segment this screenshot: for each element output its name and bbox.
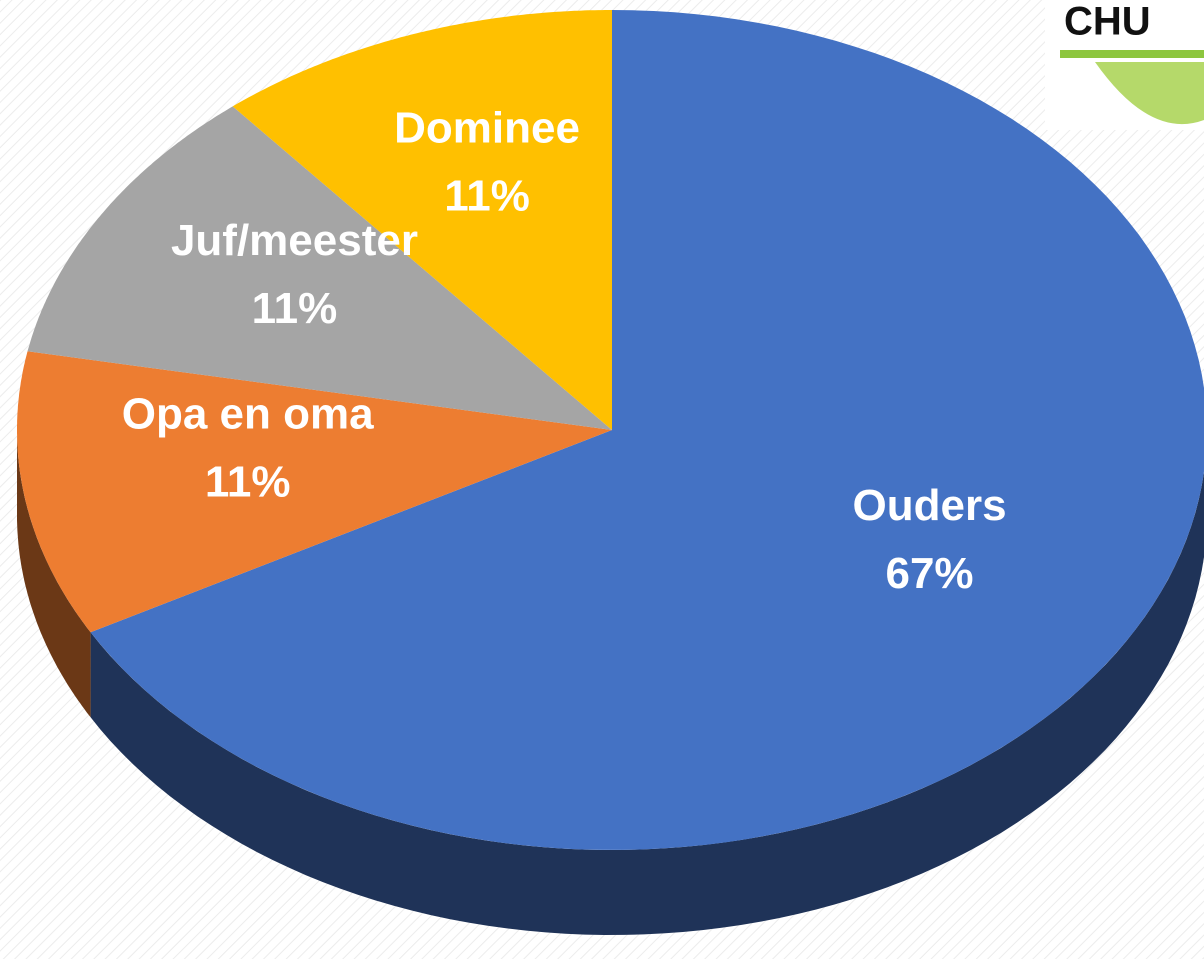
slice-value-label: 67% <box>885 549 973 598</box>
pie: Ouders 67% Opa en oma 11% Juf/meester 11% Domi… <box>17 10 1204 935</box>
slice-label: Juf/meester <box>171 216 418 265</box>
slice-side <box>90 472 1204 935</box>
slice <box>90 10 1204 850</box>
logo: CHU <box>1045 0 1204 130</box>
slice-side <box>17 430 91 718</box>
logo-bar <box>1060 50 1204 58</box>
slice <box>27 106 612 431</box>
slice-label: Ouders <box>853 481 1007 530</box>
slice-value-label: 11% <box>205 457 291 506</box>
slice <box>232 10 612 430</box>
slice-value-label: 11% <box>444 172 530 221</box>
slice-value-label: 11% <box>252 284 338 333</box>
logo-text: CHU <box>1064 0 1151 44</box>
slice-label: Dominee <box>394 104 580 153</box>
slice-label: Opa en oma <box>122 389 374 438</box>
logo-swoosh <box>1095 62 1204 125</box>
slice <box>17 351 612 633</box>
